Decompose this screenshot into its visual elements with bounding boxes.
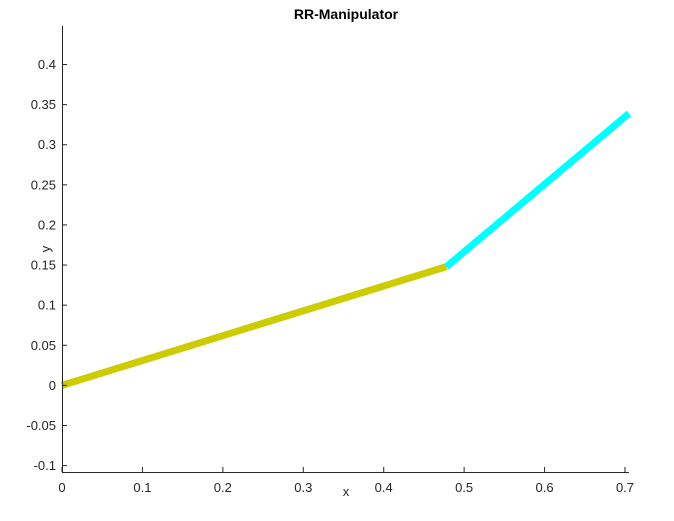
y-tick-label: 0.2: [38, 217, 56, 232]
x-tick-label: 0.5: [455, 480, 473, 495]
y-tick-label: 0.1: [38, 298, 56, 313]
y-axis-label: y: [38, 245, 53, 252]
x-tick-label: 0.3: [294, 480, 312, 495]
series-line-link-2: [444, 110, 632, 270]
y-tick-label: 0.05: [31, 338, 56, 353]
x-tick-label: 0.6: [536, 480, 554, 495]
series-line-link-1: [60, 263, 448, 389]
y-tick-label: 0.4: [38, 57, 56, 72]
x-ticks: 0 0.1 0.2 0.3 0.4 0.5 0.6 0.7: [58, 467, 634, 495]
y-ticks: -0.1 -0.05 0 0.05 0.1 0.15 0.2 0.25 0.3 0.35 0.4: [26, 57, 67, 473]
axes: [62, 26, 629, 473]
x-tick-label: 0.7: [616, 480, 634, 495]
x-tick-label: 0: [58, 480, 65, 495]
series-layer: [60, 110, 632, 389]
y-tick-label: 0.15: [31, 258, 56, 273]
y-tick-label: 0.35: [31, 97, 56, 112]
y-tick-label: 0.3: [38, 137, 56, 152]
y-tick-label: -0.1: [34, 458, 56, 473]
y-tick-label: -0.05: [26, 418, 56, 433]
x-axis-label: x: [343, 484, 350, 499]
y-tick-label: 0.25: [31, 177, 56, 192]
chart-title: RR-Manipulator: [294, 6, 399, 22]
y-tick-label: 0: [49, 378, 56, 393]
x-tick-label: 0.1: [133, 480, 151, 495]
x-tick-label: 0.2: [214, 480, 232, 495]
x-tick-label: 0.4: [375, 480, 393, 495]
